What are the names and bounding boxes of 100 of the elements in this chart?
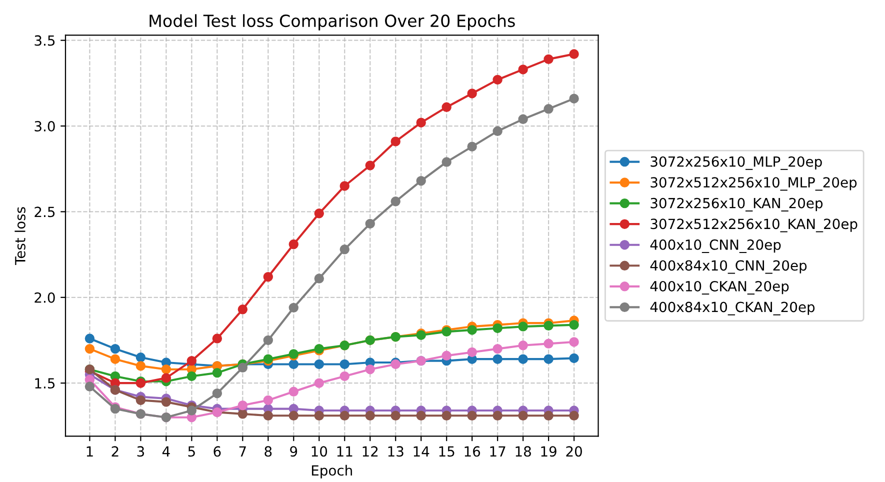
point <box>442 350 452 361</box>
point <box>365 160 375 170</box>
point <box>544 338 554 349</box>
point <box>416 118 426 128</box>
point <box>544 320 554 331</box>
x-tick-label: 14 <box>414 446 430 456</box>
y-tick-label: 1.5 <box>35 378 55 389</box>
point <box>569 320 579 330</box>
point <box>340 359 350 370</box>
point <box>544 410 554 421</box>
point <box>365 364 375 374</box>
point <box>212 388 222 398</box>
point <box>569 94 579 104</box>
y-tick-label: 2.0 <box>34 292 55 303</box>
point <box>340 410 350 421</box>
x-tick-label: 18 <box>516 446 531 457</box>
legend-label: 400x10_CKAN_20ep <box>650 280 789 295</box>
point <box>467 325 477 335</box>
legend-label: 400x84x10_CNN_20ep <box>650 260 807 274</box>
point <box>544 354 554 364</box>
y-tick-label: 2.5 <box>34 206 55 218</box>
point <box>569 353 579 364</box>
y-tick-label: 3.0 <box>34 120 55 132</box>
point <box>442 102 452 112</box>
point <box>161 373 172 383</box>
point <box>569 410 579 421</box>
point <box>84 382 95 392</box>
point <box>492 410 502 421</box>
x-tick-label: 2 <box>112 446 118 456</box>
x-tick-label: 8 <box>264 446 272 457</box>
point <box>263 272 274 282</box>
x-tick-label: 6 <box>214 446 221 457</box>
y-tick-label: 3.5 <box>34 35 55 46</box>
point <box>492 74 502 85</box>
point <box>238 304 248 314</box>
legend-label: 400x10_CNN_20ep <box>650 239 781 253</box>
point <box>288 386 298 397</box>
point <box>544 104 554 114</box>
legend-label: 3072x512x256x10_KAN_20ep <box>650 218 858 232</box>
point <box>314 410 324 421</box>
point <box>390 410 400 421</box>
point <box>492 354 502 364</box>
legend-label: 3072x256x10_MLP_20ep <box>650 156 822 170</box>
point <box>492 323 502 334</box>
point <box>390 136 400 146</box>
x-tick-label: 1 <box>86 446 93 456</box>
x-tick-label: 3 <box>137 446 144 457</box>
x-tick-label: 5 <box>188 446 195 457</box>
x-axis-title: Epoch <box>312 464 352 478</box>
legend-label: 400x84x10_CKAN_20ep <box>650 302 815 316</box>
point <box>288 359 298 370</box>
point <box>467 410 477 421</box>
y-axis-title: Test loss <box>14 207 26 266</box>
x-tick-label: 16 <box>464 446 480 457</box>
point <box>186 371 197 382</box>
point <box>263 395 274 406</box>
point <box>518 64 528 74</box>
point <box>161 397 172 407</box>
point <box>518 322 528 332</box>
point <box>314 378 324 388</box>
point <box>442 410 452 421</box>
chart-title: Model Test loss Comparison Over 20 Epochs <box>150 14 515 30</box>
point <box>365 218 375 229</box>
point <box>288 239 298 250</box>
x-tick-label: 7 <box>239 446 246 456</box>
x-tick-label: 12 <box>362 446 378 456</box>
point <box>390 196 400 206</box>
x-tick-label: 17 <box>490 446 506 456</box>
point <box>84 344 95 354</box>
point <box>492 344 502 354</box>
point <box>212 334 222 344</box>
x-tick-label: 15 <box>439 446 454 457</box>
point <box>314 359 324 370</box>
point <box>518 410 528 421</box>
x-tick-label: 19 <box>541 446 556 457</box>
point <box>544 54 554 64</box>
point <box>340 181 350 191</box>
point <box>263 410 274 421</box>
point <box>416 410 426 421</box>
point <box>518 114 528 124</box>
point <box>136 395 146 406</box>
point <box>288 410 298 421</box>
point <box>238 400 248 410</box>
point <box>238 409 248 419</box>
x-tick-label: 4 <box>162 446 170 456</box>
point <box>416 176 426 186</box>
point <box>492 126 502 136</box>
x-tick-label: 9 <box>290 446 298 457</box>
point <box>110 354 120 364</box>
point <box>288 302 298 313</box>
point <box>84 334 95 344</box>
point <box>340 371 350 382</box>
point <box>467 142 477 152</box>
point <box>467 347 477 358</box>
legend-label: 3072x256x10_KAN_20ep <box>650 198 823 212</box>
point <box>569 337 579 347</box>
point <box>238 362 248 373</box>
point <box>263 335 274 346</box>
point <box>518 354 528 364</box>
point <box>314 208 324 218</box>
